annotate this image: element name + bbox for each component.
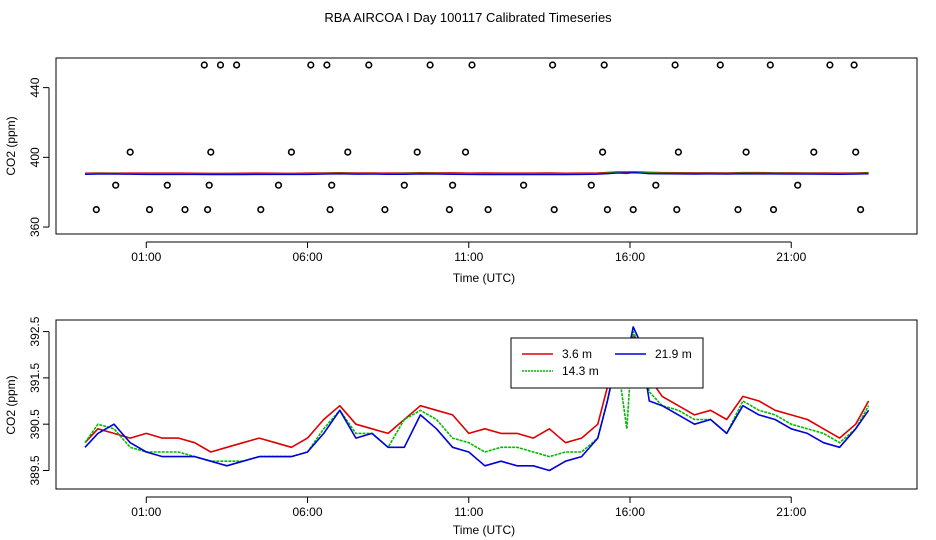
- bottom-x-tick-label: 01:00: [131, 505, 161, 519]
- top-y-tick-label: 400: [28, 147, 42, 167]
- bottom-y-axis: 389.5 390.5 391.5 392.5: [28, 316, 50, 485]
- calibration-point: [461, 148, 470, 156]
- chart-title: RBA AIRCOA I Day 100117 Calibrated Times…: [324, 10, 612, 25]
- calibration-point: [766, 61, 774, 69]
- calibration-point: [603, 206, 612, 214]
- calibration-point: [344, 148, 352, 156]
- top-x-axis: 01:00 06:00 11:00 16:00 21:00: [131, 241, 807, 264]
- calibration-point: [449, 181, 457, 189]
- bottom-panel: 389.5 390.5 391.5 392.5 01:00 06:00 11:00 16:0…: [4, 316, 918, 537]
- calibration-point: [145, 206, 154, 214]
- bottom-x-tick-label: 11:00: [454, 505, 483, 519]
- calibration-point: [257, 206, 265, 214]
- top-x-tick-label: 06:00: [293, 250, 323, 264]
- calibration-point: [468, 61, 476, 69]
- calibration-point: [716, 61, 724, 69]
- calibration-point: [598, 148, 607, 156]
- bottom-y-axis-label: CO2 (ppm): [4, 375, 18, 434]
- calibration-point: [445, 206, 454, 214]
- calibration-point: [769, 206, 778, 214]
- series-line-14-3-m: [84, 330, 870, 463]
- legend-label-14-3m: 14.3 m: [562, 364, 599, 378]
- calibration-point: [205, 181, 213, 189]
- calibration-point: [484, 206, 492, 214]
- legend-label-21-9m: 21.9 m: [655, 347, 692, 361]
- calibration-point: [307, 61, 315, 69]
- calibration-point: [216, 61, 225, 69]
- legend-box: [510, 337, 704, 389]
- calibration-point: [671, 61, 679, 69]
- calibration-point: [200, 61, 208, 69]
- calibration-point: [629, 206, 637, 214]
- calibration-point: [323, 61, 331, 69]
- legend: 3.6 m 14.3 m 21.9 m: [510, 337, 704, 389]
- top-y-axis-label: CO2 (ppm): [4, 116, 18, 175]
- bottom-y-tick-label: 390.5: [28, 409, 42, 439]
- top-x-tick-label: 11:00: [454, 250, 483, 264]
- calibration-point: [233, 61, 241, 69]
- calibration-point: [181, 206, 189, 214]
- top-panel: 360 400 440 01:00 06:00 11:00 16:00 21:00 Time…: [4, 57, 918, 285]
- calibration-point: [674, 148, 683, 156]
- calibration-point: [112, 181, 120, 189]
- calibration-point: [652, 181, 660, 189]
- series-line-3-6-m: [84, 335, 870, 453]
- bottom-plot-frame: [55, 319, 918, 490]
- top-y-tick-label: 360: [28, 217, 42, 237]
- top-x-tick-label: 21:00: [776, 250, 806, 264]
- calibration-point: [826, 61, 834, 69]
- calibration-point: [600, 61, 608, 69]
- calibration-point: [413, 148, 421, 156]
- calibration-point: [519, 181, 528, 189]
- legend-label-3-6m: 3.6 m: [562, 347, 592, 361]
- calibration-point: [856, 206, 865, 214]
- bottom-series-lines: [84, 326, 870, 472]
- top-series-line-21-9-m: [84, 171, 869, 176]
- bottom-x-tick-label: 06:00: [293, 505, 323, 519]
- calibration-point: [126, 148, 134, 156]
- calibration-point: [426, 61, 434, 69]
- bottom-y-tick-label: 389.5: [28, 455, 42, 485]
- bottom-y-tick-label: 391.5: [28, 363, 42, 393]
- calibration-point: [734, 206, 742, 214]
- top-y-axis: 360 400 440: [28, 77, 50, 237]
- calibration-point: [794, 181, 802, 189]
- calibration-point: [204, 206, 212, 214]
- calibration-point: [850, 61, 858, 69]
- bottom-x-tick-label: 21:00: [776, 505, 806, 519]
- calibration-point: [328, 181, 336, 189]
- calibration-point: [673, 206, 681, 214]
- top-x-tick-label: 01:00: [131, 250, 161, 264]
- calibration-point: [326, 206, 334, 214]
- calibration-point: [810, 148, 818, 156]
- calibration-point: [92, 206, 100, 214]
- calibration-point: [207, 148, 215, 156]
- top-x-tick-label: 16:00: [615, 250, 645, 264]
- calibration-point: [550, 206, 558, 214]
- calibration-point: [163, 181, 171, 189]
- top-y-tick-label: 440: [28, 77, 42, 97]
- bottom-x-axis-label: Time (UTC): [453, 523, 515, 537]
- calibration-point: [548, 61, 557, 69]
- bottom-x-axis: 01:00 06:00 11:00 16:00 21:00: [131, 496, 807, 519]
- bottom-y-tick-label: 392.5: [28, 316, 42, 346]
- calibration-point: [400, 181, 408, 189]
- top-plot-frame: [55, 57, 918, 235]
- calibration-point: [742, 148, 750, 156]
- calibration-point: [587, 181, 595, 189]
- calibration-point: [852, 148, 860, 156]
- top-series-lines: [84, 171, 869, 176]
- bottom-x-tick-label: 16:00: [615, 505, 645, 519]
- series-line-21-9-m: [84, 326, 870, 472]
- calibration-points: [92, 61, 865, 214]
- calibration-point: [381, 206, 389, 214]
- top-x-axis-label: Time (UTC): [453, 271, 515, 285]
- calibration-point: [365, 61, 373, 69]
- calibration-point: [287, 148, 296, 156]
- calibration-point: [274, 181, 283, 189]
